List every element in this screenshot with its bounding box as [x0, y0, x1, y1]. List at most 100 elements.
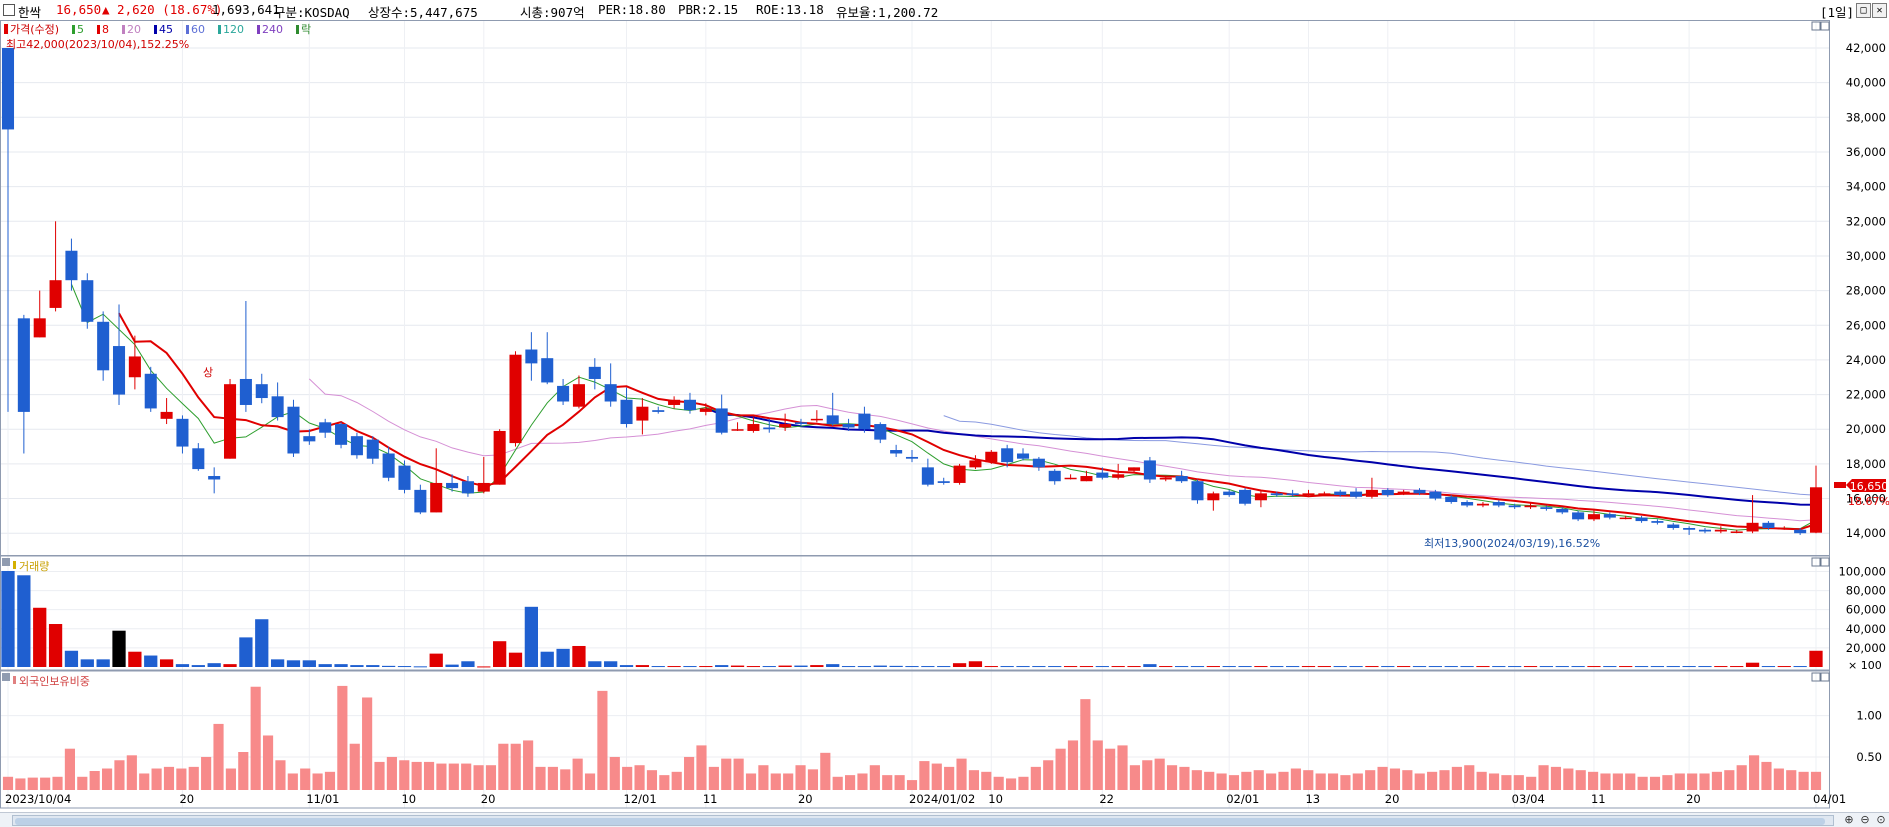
volume-value: 1,693,641	[212, 2, 280, 17]
close-icon[interactable]: ✕	[1872, 3, 1887, 18]
candle-body	[969, 460, 982, 468]
foreign-bar	[188, 766, 199, 790]
foreign-bar	[176, 768, 187, 790]
foreign-bar	[1191, 770, 1202, 790]
foreign-bar	[1612, 773, 1623, 790]
volume-bar	[826, 664, 840, 667]
foreign-bar	[1105, 748, 1116, 790]
scroll-track[interactable]	[12, 815, 1834, 826]
foreign-bar	[1699, 773, 1710, 790]
candle-body	[842, 424, 855, 428]
zoom-out-icon[interactable]: ⊖	[1860, 813, 1870, 826]
foreign-bar	[374, 761, 385, 790]
foreign-bar	[1600, 773, 1611, 790]
volume-bar	[159, 659, 174, 667]
foreign-bar	[931, 763, 942, 790]
ma8-line	[118, 312, 1817, 531]
date-tick-label: 20	[179, 792, 194, 806]
candle-body	[1667, 524, 1680, 529]
foreign-bar	[1055, 748, 1066, 790]
candle-body	[1397, 491, 1410, 494]
candle-body	[509, 354, 522, 444]
candle-body	[620, 399, 633, 425]
foreign-bar	[1501, 775, 1512, 790]
zoom-in-icon[interactable]: ⊕	[1844, 813, 1854, 826]
foreign-bar	[560, 769, 571, 790]
foreign-bar	[1736, 765, 1747, 790]
volume-bar	[524, 606, 538, 667]
candle-body	[1461, 502, 1474, 506]
candle-body	[826, 415, 839, 425]
volume-bar	[556, 648, 570, 667]
price-panel	[1, 47, 1823, 535]
candle-body	[1683, 528, 1696, 530]
volume-bar	[1650, 666, 1665, 668]
volume-bar	[889, 665, 903, 667]
volume-bar	[730, 665, 745, 667]
price-tick-label: 26,000	[1846, 318, 1886, 332]
maximize-icon[interactable]: □	[1856, 3, 1871, 18]
zoom-reset-icon[interactable]: ⊙	[1876, 813, 1886, 826]
pbr-value: PBR:2.15	[678, 2, 739, 17]
legend-ma-swatch	[218, 25, 221, 34]
volume-bar	[1063, 666, 1078, 668]
foreign-bar	[362, 697, 373, 790]
volume-bar	[1111, 666, 1125, 668]
upper-limit-marker: 상	[203, 366, 213, 379]
volume-bar	[604, 661, 618, 667]
time-scrollbar[interactable]: ⊕ ⊖ ⊙	[0, 812, 1889, 827]
candle-body	[1318, 493, 1331, 495]
foreign-bar	[1439, 770, 1450, 790]
date-tick-label: 20	[1385, 792, 1400, 806]
foreign-bar	[485, 765, 497, 790]
stock-name: 한싹	[18, 5, 42, 20]
foreign-bar	[1389, 768, 1401, 790]
foreign-bar	[894, 775, 905, 790]
foreign-bar	[1365, 770, 1376, 790]
volume-bar	[619, 665, 634, 667]
candle-body	[953, 465, 966, 483]
period-button[interactable]: [1일]	[1820, 5, 1855, 20]
volume-bar	[1603, 666, 1617, 668]
volume-bar	[683, 666, 697, 668]
foreign-bar	[1575, 770, 1586, 790]
date-tick-label: 11/01	[306, 792, 339, 806]
volume-bar	[1571, 666, 1585, 668]
select-checkbox[interactable]	[3, 4, 15, 16]
candle-body	[398, 465, 411, 490]
candle-body	[1746, 522, 1759, 532]
legend-ma-label: 60	[191, 23, 205, 36]
volume-bar	[841, 666, 856, 668]
foreign-bar	[275, 760, 286, 790]
foreign-bar	[1649, 776, 1661, 790]
candle-body	[1286, 493, 1299, 496]
volume-bar	[302, 660, 316, 667]
foreign-bar	[1204, 771, 1215, 790]
foreign-bar	[1241, 771, 1252, 790]
volume-unit: × 100	[1848, 659, 1882, 672]
foreign-bar	[1662, 775, 1673, 790]
volume-bar	[1270, 666, 1284, 668]
foreign-bar	[1142, 760, 1153, 790]
volume-bar	[1587, 666, 1601, 668]
scroll-thumb[interactable]	[15, 818, 1825, 825]
volume-bar	[1698, 666, 1712, 668]
foreign-bar	[919, 761, 930, 790]
candle-body	[255, 384, 268, 399]
reserve-ratio: 유보율:1,200.72	[836, 5, 939, 20]
candle-body	[192, 448, 205, 470]
foreign-bar	[968, 770, 979, 790]
foreign-bar	[584, 773, 596, 790]
volume-bar	[1032, 666, 1046, 668]
foreign-bar	[696, 745, 707, 790]
candle-body	[414, 489, 427, 513]
foreign-bar	[733, 758, 744, 790]
volume-bar	[17, 575, 31, 667]
volume-bar	[382, 665, 396, 667]
foreign-bar	[981, 771, 992, 790]
per-value: PER:18.80	[598, 2, 666, 17]
foreign-bar	[399, 760, 410, 790]
legend-ma-label: 120	[223, 23, 244, 36]
foreign-bar	[1278, 771, 1289, 790]
current-price: 16,650	[56, 2, 102, 17]
